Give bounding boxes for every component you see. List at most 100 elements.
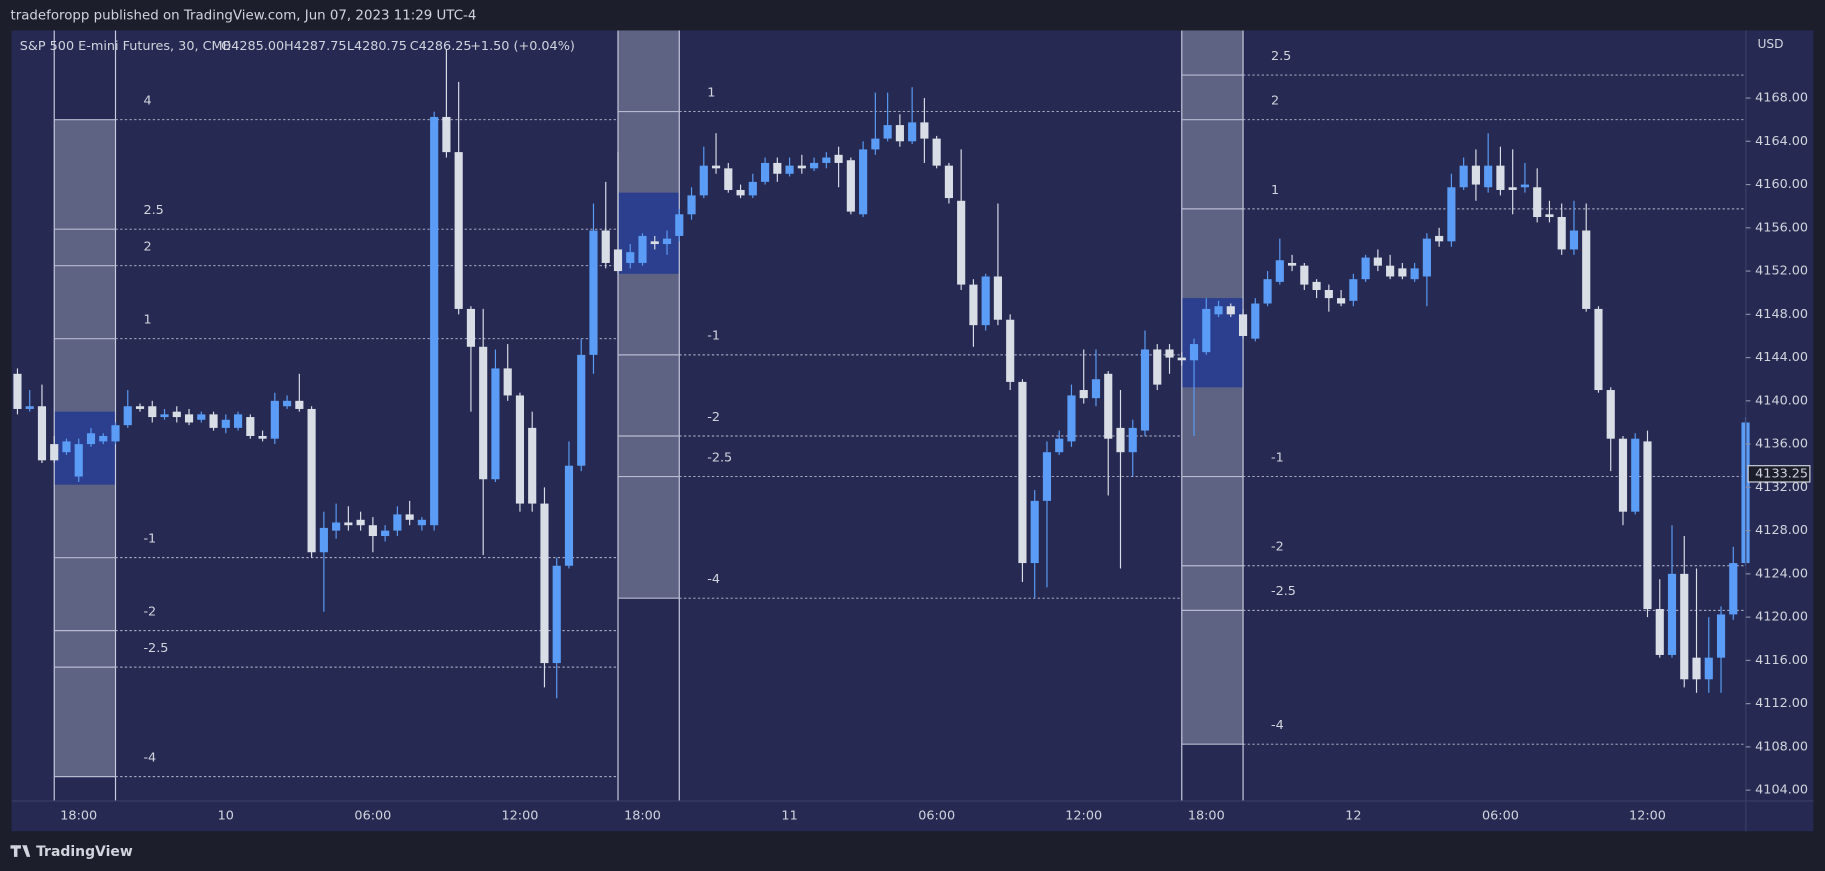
candle-body — [1643, 441, 1652, 610]
candle-body — [258, 435, 267, 439]
y-tick-label: 4140.00 — [1755, 393, 1808, 408]
last-price-box — [1747, 465, 1811, 483]
candle-body — [221, 419, 230, 428]
candle-body — [785, 165, 794, 174]
candle-body — [1520, 184, 1530, 188]
candle-body — [601, 230, 610, 263]
candle-body — [1361, 257, 1370, 280]
candle-body — [1104, 373, 1113, 439]
candle-body — [711, 165, 721, 169]
candle-body — [724, 168, 733, 190]
candle-body — [1618, 438, 1628, 512]
candle-body — [871, 138, 880, 150]
candle-body — [466, 308, 476, 347]
candle-body — [699, 165, 708, 196]
candle-body — [1716, 614, 1726, 658]
candle-body — [148, 406, 157, 418]
candle-body — [773, 162, 782, 174]
candle-body — [368, 525, 377, 537]
y-tick-label: 4120.00 — [1755, 610, 1808, 625]
y-tick-label: 4108.00 — [1755, 739, 1808, 754]
y-tick-label: 4160.00 — [1755, 177, 1808, 192]
plot-area: 4 2.5 2 1 -1 -2 -2.5 -4 1 -1 -2 -2.5 -4 2.5 2 1 -1 -2 -2.5… — [13, 30, 1750, 801]
x-tick-label: 06:00 — [918, 809, 955, 824]
y-tick-label: 4152.00 — [1755, 264, 1808, 279]
candle-body — [589, 230, 598, 355]
candle-body — [356, 519, 365, 526]
candle-body — [577, 354, 586, 466]
candle-body — [332, 522, 341, 531]
candle-body — [1287, 262, 1297, 266]
candle-body — [13, 373, 22, 409]
chart-pane — [11, 30, 1814, 832]
candle-body — [515, 395, 525, 504]
candle-body — [1631, 438, 1640, 512]
candle-body — [233, 414, 243, 428]
candle-body — [1153, 349, 1162, 385]
y-tick-label: 4104.00 — [1755, 783, 1808, 798]
candle-body — [883, 125, 892, 139]
candle-body — [687, 195, 696, 215]
candle-body — [638, 235, 647, 263]
candle-body — [1128, 427, 1137, 453]
brand-logo — [10, 845, 31, 857]
level-label: 2 — [143, 240, 151, 255]
candle-body — [454, 152, 463, 309]
candle-body — [797, 165, 806, 169]
candle-body — [172, 411, 181, 418]
candle-body — [344, 522, 353, 526]
candle-body — [1496, 165, 1505, 190]
candle-body — [99, 435, 108, 442]
candle-body — [1667, 573, 1677, 655]
candle-body — [1067, 395, 1076, 442]
candle-body — [1042, 452, 1052, 501]
candle-body — [1091, 379, 1101, 399]
candle-body — [1055, 438, 1064, 453]
level-label: 2.5 — [1271, 49, 1291, 64]
candle-body — [1226, 306, 1235, 315]
candle-body — [1263, 279, 1272, 304]
level-label: 2.5 — [143, 203, 163, 218]
candle-body — [111, 425, 120, 442]
candle-body — [1177, 357, 1186, 361]
x-tick-label: 18:00 — [624, 809, 661, 824]
level-label: 1 — [707, 85, 715, 100]
candle-body — [295, 400, 304, 409]
candle-body — [1373, 257, 1382, 266]
candle-body — [969, 284, 978, 326]
candle-body — [86, 433, 96, 445]
candle-body — [405, 514, 414, 520]
candle-body — [1471, 165, 1480, 185]
x-tick-label: 10 — [218, 809, 234, 824]
legend-low: L4280.75 — [347, 39, 407, 54]
candle-body — [822, 157, 831, 163]
level-label: 4 — [143, 94, 151, 109]
candle-body — [1238, 314, 1248, 336]
candle-body — [1140, 349, 1150, 431]
candle-body — [25, 406, 34, 409]
level-label: -1 — [1271, 450, 1284, 465]
candle-body — [1422, 238, 1431, 277]
candle-body — [393, 514, 402, 531]
level-label: -4 — [1271, 718, 1284, 733]
candle-body — [491, 368, 500, 480]
level-label: -2 — [707, 410, 720, 425]
candle-body — [1680, 573, 1689, 680]
x-tick-label: 18:00 — [1188, 809, 1225, 824]
level-label: -2.5 — [143, 641, 168, 656]
candle-body — [1447, 187, 1456, 242]
candle-body — [381, 530, 390, 537]
legend-symbol: S&P 500 E-mini Futures, 30, CME — [20, 39, 231, 54]
level-label: -2.5 — [707, 450, 732, 465]
y-tick-label: 4156.00 — [1755, 220, 1808, 235]
level-label: -2.5 — [1271, 584, 1296, 599]
candle-body — [662, 238, 672, 245]
candle-body — [1386, 265, 1395, 277]
x-tick-label: 06:00 — [354, 809, 391, 824]
y-tick-label: 4112.00 — [1755, 696, 1808, 711]
level-label: 2 — [1271, 94, 1279, 109]
candle-body — [246, 417, 255, 436]
candle-body — [479, 346, 488, 480]
candle-body — [1202, 308, 1211, 353]
